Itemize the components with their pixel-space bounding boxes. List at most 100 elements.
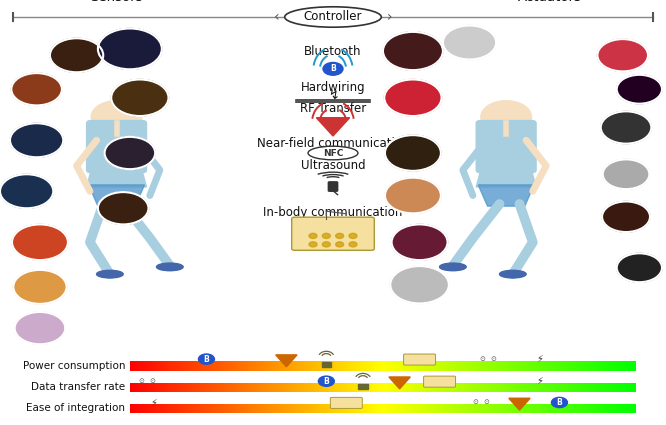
Bar — [213, 361, 215, 371]
Bar — [498, 404, 500, 413]
Bar — [535, 382, 537, 392]
Bar — [383, 361, 385, 371]
Bar — [597, 382, 599, 392]
Bar — [270, 404, 272, 413]
Bar — [298, 404, 300, 413]
Bar — [217, 404, 219, 413]
Bar — [440, 361, 442, 371]
Bar — [456, 404, 458, 413]
Bar — [533, 404, 535, 413]
Bar — [482, 382, 484, 392]
Bar — [195, 361, 197, 371]
Bar — [523, 382, 525, 392]
Bar — [219, 361, 221, 371]
Bar — [377, 382, 379, 392]
Bar — [401, 361, 403, 371]
Bar — [250, 382, 252, 392]
Bar — [585, 404, 587, 413]
Bar — [407, 404, 409, 413]
Bar — [217, 382, 219, 392]
Bar — [385, 361, 387, 371]
Bar — [414, 404, 416, 413]
Circle shape — [602, 201, 650, 232]
Bar — [603, 404, 605, 413]
Bar — [209, 361, 211, 371]
Bar — [187, 404, 189, 413]
Bar — [240, 361, 242, 371]
Bar — [246, 382, 248, 392]
Bar — [314, 404, 316, 413]
Bar — [583, 382, 585, 392]
Bar — [480, 382, 482, 392]
Bar — [225, 361, 226, 371]
Bar — [531, 382, 533, 392]
Bar — [284, 361, 286, 371]
Bar — [348, 361, 350, 371]
Bar — [549, 382, 551, 392]
Bar — [583, 404, 585, 413]
Bar — [478, 382, 480, 392]
Bar — [601, 361, 603, 371]
Circle shape — [322, 242, 330, 247]
Bar — [322, 404, 324, 413]
Bar — [581, 382, 583, 392]
FancyBboxPatch shape — [424, 376, 456, 387]
Bar — [462, 404, 464, 413]
Bar — [391, 404, 393, 413]
Circle shape — [91, 101, 142, 133]
Bar — [314, 361, 316, 371]
Text: Controller: Controller — [304, 11, 362, 23]
Bar — [150, 361, 152, 371]
Bar — [294, 382, 296, 392]
Bar — [288, 382, 290, 392]
Bar — [620, 361, 622, 371]
Bar — [248, 361, 250, 371]
Bar — [403, 361, 405, 371]
Bar — [434, 404, 436, 413]
Bar — [563, 382, 565, 392]
Circle shape — [349, 242, 357, 247]
Bar — [597, 361, 599, 371]
FancyBboxPatch shape — [86, 120, 147, 173]
Bar — [610, 361, 612, 371]
Bar — [603, 382, 605, 392]
Bar — [597, 404, 599, 413]
Bar — [535, 404, 537, 413]
Bar — [359, 361, 361, 371]
Bar — [599, 361, 601, 371]
Bar — [391, 382, 393, 392]
Bar — [571, 404, 573, 413]
Bar — [551, 361, 553, 371]
Bar — [258, 404, 260, 413]
Circle shape — [111, 79, 168, 116]
Bar — [359, 382, 361, 392]
Bar — [215, 404, 217, 413]
Bar — [569, 404, 571, 413]
Bar — [215, 361, 217, 371]
Bar — [537, 404, 539, 413]
Bar — [142, 361, 144, 371]
Circle shape — [481, 101, 531, 133]
Bar — [348, 404, 350, 413]
Bar — [446, 361, 448, 371]
Bar — [270, 361, 272, 371]
Bar — [563, 361, 565, 371]
Bar — [628, 404, 630, 413]
Bar — [622, 404, 624, 413]
Bar — [605, 382, 606, 392]
Bar — [163, 382, 165, 392]
Bar — [232, 382, 234, 392]
Bar — [517, 382, 519, 392]
Bar — [593, 382, 595, 392]
Bar — [525, 382, 527, 392]
Bar — [409, 404, 411, 413]
Bar — [418, 382, 420, 392]
Bar — [529, 361, 531, 371]
Bar — [413, 361, 414, 371]
Bar — [606, 361, 608, 371]
Bar — [132, 404, 134, 413]
Circle shape — [597, 39, 648, 71]
Bar — [464, 382, 466, 392]
Bar — [350, 382, 352, 392]
Bar — [308, 382, 310, 392]
